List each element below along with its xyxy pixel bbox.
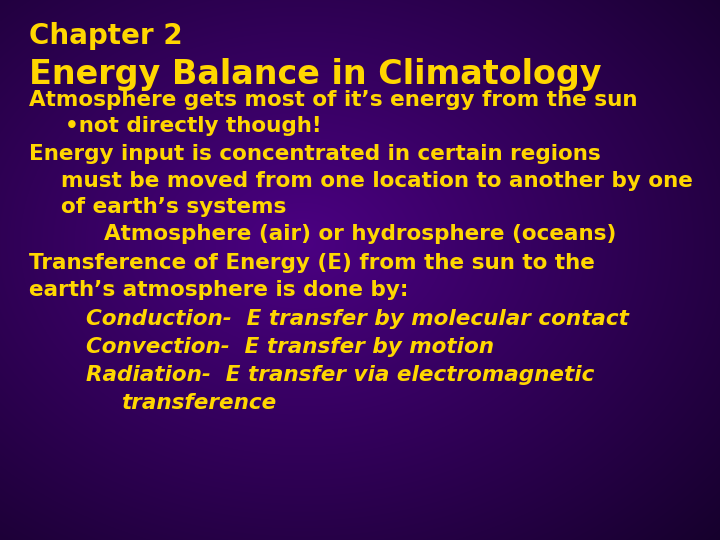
Text: Transference of Energy (E) from the sun to the: Transference of Energy (E) from the sun … <box>29 253 595 273</box>
Text: Atmosphere gets most of it’s energy from the sun: Atmosphere gets most of it’s energy from… <box>29 90 637 110</box>
Text: Energy Balance in Climatology: Energy Balance in Climatology <box>29 58 601 91</box>
Text: must be moved from one location to another by one: must be moved from one location to anoth… <box>61 171 693 191</box>
Text: Atmosphere (air) or hydrosphere (oceans): Atmosphere (air) or hydrosphere (oceans) <box>104 224 617 244</box>
Text: Convection-  E transfer by motion: Convection- E transfer by motion <box>86 337 495 357</box>
Text: Radiation-  E transfer via electromagnetic: Radiation- E transfer via electromagneti… <box>86 365 595 385</box>
Text: Chapter 2: Chapter 2 <box>29 22 182 50</box>
Text: earth’s atmosphere is done by:: earth’s atmosphere is done by: <box>29 280 408 300</box>
Text: of earth’s systems: of earth’s systems <box>61 197 287 217</box>
Text: Energy input is concentrated in certain regions: Energy input is concentrated in certain … <box>29 144 600 164</box>
Text: •not directly though!: •not directly though! <box>65 116 321 136</box>
Text: transference: transference <box>121 393 276 413</box>
Text: Conduction-  E transfer by molecular contact: Conduction- E transfer by molecular cont… <box>86 309 629 329</box>
